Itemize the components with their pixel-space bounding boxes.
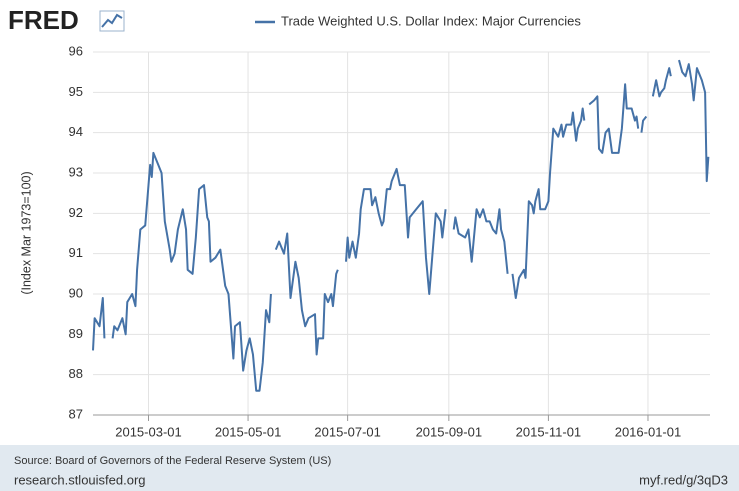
y-tick-label: 88 xyxy=(69,366,83,381)
x-tick-label: 2016-01-01 xyxy=(615,424,682,439)
y-tick-label: 87 xyxy=(69,406,83,421)
legend-label: Trade Weighted U.S. Dollar Index: Major … xyxy=(281,13,581,28)
data-line xyxy=(92,59,710,392)
x-tick-label: 2015-05-01 xyxy=(215,424,282,439)
x-tick-label: 2015-09-01 xyxy=(416,424,483,439)
logo[interactable]: FRED xyxy=(8,5,79,35)
x-tick-label: 2015-03-01 xyxy=(115,424,182,439)
short-link[interactable]: myf.red/g/3qD3 xyxy=(639,472,728,487)
logo-icon xyxy=(99,10,125,32)
x-tick-label: 2015-11-01 xyxy=(516,424,582,439)
y-tick-label: 96 xyxy=(69,43,83,58)
y-axis-label: (Index Mar 1973=100) xyxy=(19,171,33,294)
source: Source: Board of Governors of the Federa… xyxy=(14,455,331,467)
y-tick-label: 90 xyxy=(69,285,83,300)
y-tick-label: 91 xyxy=(69,245,83,260)
y-tick-label: 92 xyxy=(69,205,83,220)
site[interactable]: research.stlouisfed.org xyxy=(14,472,146,487)
y-tick-label: 89 xyxy=(69,326,83,341)
y-tick-label: 93 xyxy=(69,164,83,179)
y-tick-label: 95 xyxy=(69,84,83,99)
y-tick-label: 94 xyxy=(69,124,83,139)
x-tick-label: 2015-07-01 xyxy=(314,424,381,439)
footer-band xyxy=(0,445,739,491)
